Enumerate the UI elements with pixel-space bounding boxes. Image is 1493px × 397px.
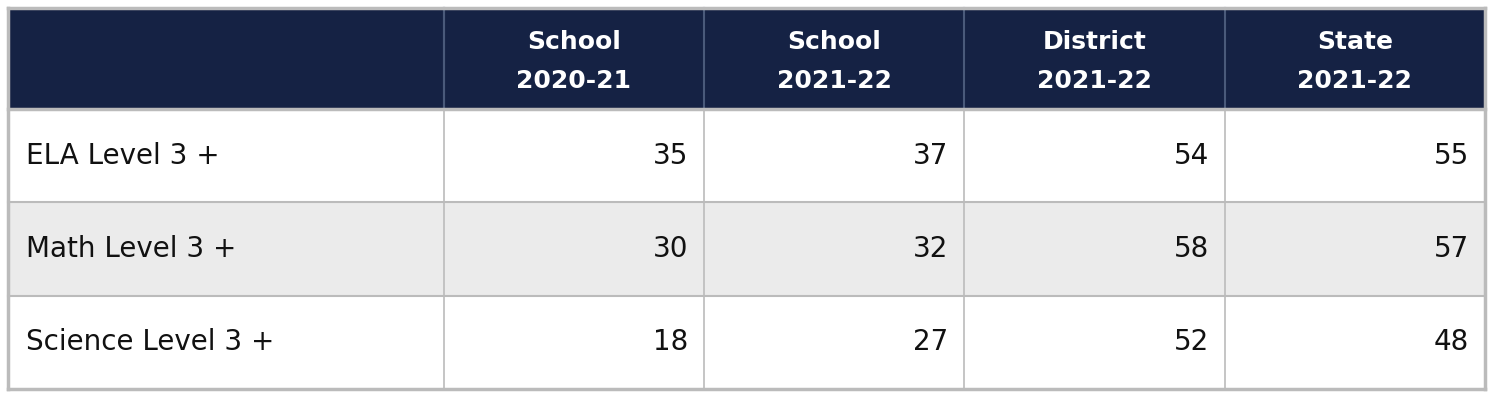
Text: 57: 57 xyxy=(1433,235,1469,263)
Text: 27: 27 xyxy=(914,328,948,357)
Bar xyxy=(7,109,1486,202)
Bar xyxy=(705,8,964,109)
Text: 32: 32 xyxy=(914,235,948,263)
Text: State: State xyxy=(1317,30,1393,54)
Text: 30: 30 xyxy=(652,235,688,263)
Bar xyxy=(443,8,705,109)
Text: 55: 55 xyxy=(1433,142,1469,170)
Bar xyxy=(964,8,1224,109)
Text: 58: 58 xyxy=(1173,235,1209,263)
Bar xyxy=(7,8,443,109)
Text: 2021-22: 2021-22 xyxy=(1297,69,1412,93)
Text: 52: 52 xyxy=(1173,328,1209,357)
Text: 54: 54 xyxy=(1173,142,1209,170)
Text: School: School xyxy=(527,30,621,54)
Bar xyxy=(7,296,1486,389)
Text: 18: 18 xyxy=(652,328,688,357)
Text: School: School xyxy=(787,30,881,54)
Text: District: District xyxy=(1042,30,1147,54)
Text: Science Level 3 +: Science Level 3 + xyxy=(25,328,275,357)
Text: 37: 37 xyxy=(914,142,948,170)
Bar xyxy=(7,202,1486,296)
Text: 35: 35 xyxy=(652,142,688,170)
Text: ELA Level 3 +: ELA Level 3 + xyxy=(25,142,219,170)
Text: 2021-22: 2021-22 xyxy=(776,69,891,93)
Text: 2020-21: 2020-21 xyxy=(517,69,632,93)
Text: 2021-22: 2021-22 xyxy=(1038,69,1153,93)
Bar xyxy=(1224,8,1486,109)
Text: Math Level 3 +: Math Level 3 + xyxy=(25,235,236,263)
Text: 48: 48 xyxy=(1433,328,1469,357)
